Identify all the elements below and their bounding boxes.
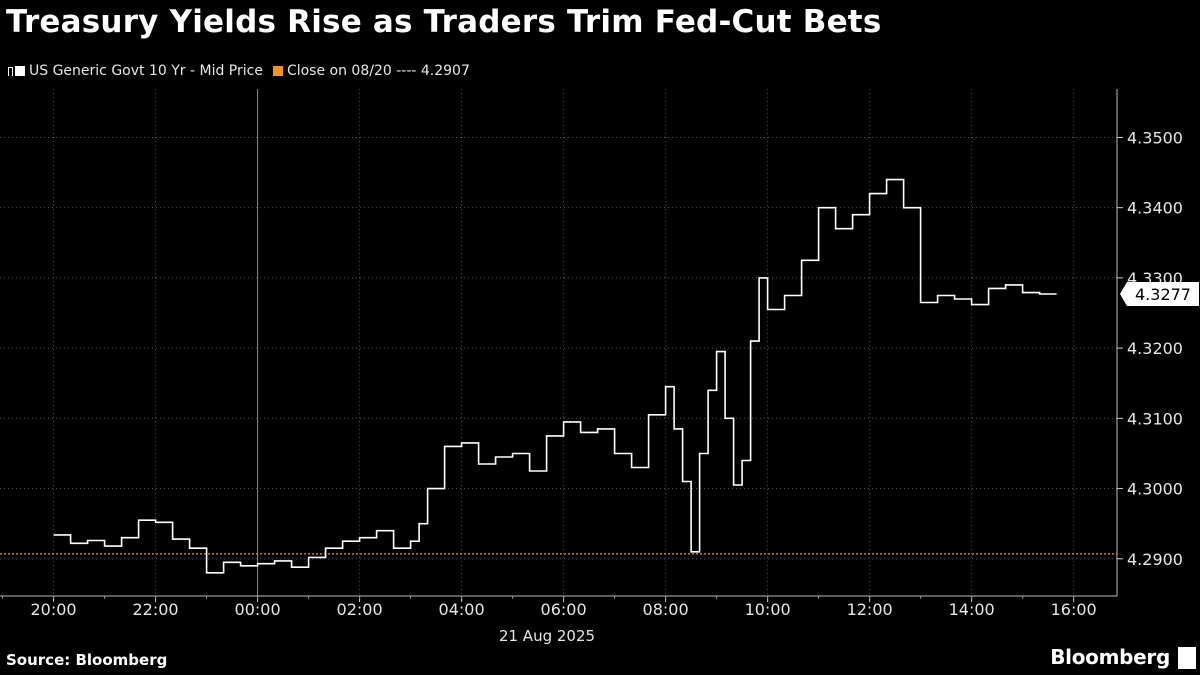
x-axis-labels: 20:00 22:00 00:00 02:00 04:00 06:00 08:00 10:00… bbox=[31, 600, 1097, 619]
x-tick-label: 22:00 bbox=[133, 600, 179, 619]
brand-logo-text: Bloomberg bbox=[1050, 645, 1170, 669]
grid-lines bbox=[0, 89, 1117, 596]
legend-item-series: US Generic Govt 10 Yr - Mid Price bbox=[8, 63, 263, 79]
legend: US Generic Govt 10 Yr - Mid Price Close … bbox=[8, 61, 480, 81]
y-tick-label: 4.3000 bbox=[1127, 480, 1183, 499]
legend-item-reference: Close on 08/20 ---- 4.2907 bbox=[272, 63, 470, 79]
y-tick-label: 4.2900 bbox=[1127, 550, 1183, 569]
x-tick-label: 08:00 bbox=[643, 600, 689, 619]
legend-reference-label: Close on 08/20 ---- 4.2907 bbox=[286, 63, 470, 79]
y-tick-label: 4.3100 bbox=[1127, 409, 1183, 428]
y-tick-label: 4.3400 bbox=[1127, 199, 1183, 218]
x-tick-label: 12:00 bbox=[847, 600, 893, 619]
x-tick-label: 16:00 bbox=[1051, 600, 1097, 619]
x-tick-label: 02:00 bbox=[337, 600, 383, 619]
x-tick-label: 06:00 bbox=[541, 600, 587, 619]
legend-series-label: US Generic Govt 10 Yr - Mid Price bbox=[29, 63, 263, 79]
last-value-tag-bg bbox=[1120, 282, 1199, 307]
bloomberg-logo-icon bbox=[1178, 647, 1196, 669]
series-group bbox=[53, 178, 1057, 574]
chart-title: Treasury Yields Rise as Traders Trim Fed… bbox=[6, 4, 882, 40]
reference-swatch bbox=[272, 66, 283, 76]
last-value-tag: 4.3277 bbox=[1120, 282, 1199, 307]
x-tick-label: 04:00 bbox=[439, 600, 485, 619]
last-value-text: 4.3277 bbox=[1135, 285, 1191, 304]
x-tick-label: 20:00 bbox=[31, 600, 77, 619]
x-tick-label: 14:00 bbox=[949, 600, 995, 619]
x-axis-date-label: 21 Aug 2025 bbox=[499, 627, 595, 645]
axes bbox=[0, 89, 1123, 602]
y-tick-label: 4.3500 bbox=[1127, 128, 1183, 147]
y-tick-label: 4.3200 bbox=[1127, 339, 1183, 358]
x-tick-label: 00:00 bbox=[235, 600, 281, 619]
source-label: Source: Bloomberg bbox=[6, 651, 168, 669]
line-series-icon bbox=[8, 66, 13, 76]
x-tick-label: 10:00 bbox=[745, 600, 791, 619]
series-swatch bbox=[15, 66, 25, 76]
series-line-10yr bbox=[53, 178, 1057, 574]
y-axis-labels: 4.29004.30004.31004.32004.33004.34004.35… bbox=[1127, 128, 1183, 568]
